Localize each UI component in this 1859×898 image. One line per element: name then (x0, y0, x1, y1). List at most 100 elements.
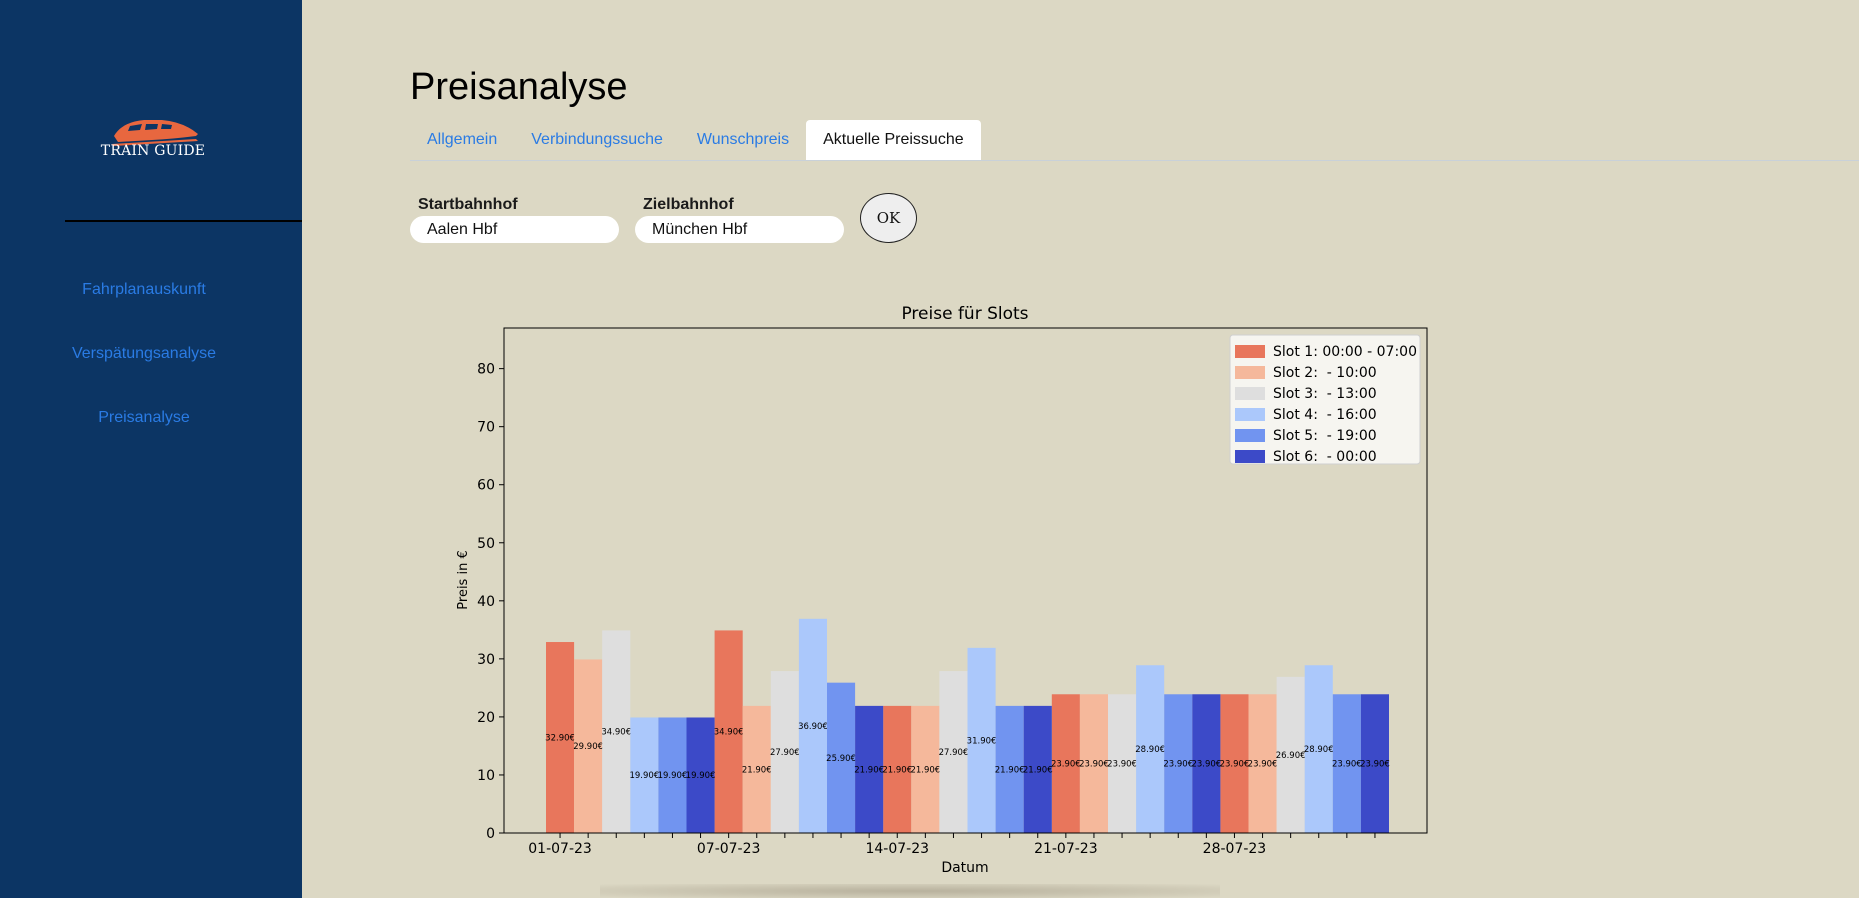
legend-swatch (1235, 387, 1265, 400)
bar-value-label: 29.90€ (573, 742, 603, 752)
start-station-input[interactable] (410, 216, 619, 243)
price-chart: Preise für Slots 32.90€34.90€21.90€23.90… (456, 304, 1428, 876)
x-tick-label: 14-07-23 (865, 841, 929, 857)
bar-slot-3-07-07-23 (770, 671, 799, 833)
bar-value-label: 23.90€ (1163, 760, 1193, 770)
y-tick-label: 0 (486, 826, 495, 842)
bar-slot-1-28-07-23 (1220, 694, 1249, 833)
bar-slot-4-07-07-23 (798, 618, 827, 833)
bar-slot-6-28-07-23 (1360, 694, 1389, 833)
bar-slot-1-21-07-23 (1051, 694, 1080, 833)
bar-value-label: 23.90€ (1191, 760, 1221, 770)
legend-entry: Slot 3: - 13:00 (1273, 386, 1377, 402)
bar-value-label: 23.90€ (1079, 760, 1109, 770)
destination-station-input[interactable] (635, 216, 844, 243)
bar-slot-1-14-07-23 (883, 705, 912, 833)
scroll-shadow (600, 884, 1220, 898)
bar-value-label: 21.90€ (995, 765, 1025, 775)
bar-slot-6-07-07-23 (855, 705, 884, 833)
bar-slot-6-21-07-23 (1192, 694, 1221, 833)
bar-slot-3-01-07-23 (602, 630, 631, 833)
legend-entry: Slot 1: 00:00 - 07:00 (1273, 344, 1417, 360)
bar-slot-3-28-07-23 (1276, 676, 1305, 833)
legend-entry: Slot 5: - 19:00 (1273, 428, 1377, 444)
legend-swatch (1235, 429, 1265, 442)
sidebar-item-preisanalyse[interactable]: Preisanalyse (98, 409, 190, 426)
legend-entry: Slot 6: - 00:00 (1273, 449, 1377, 465)
bar-value-label: 23.90€ (1107, 760, 1137, 770)
bar-value-label: 28.90€ (1304, 745, 1334, 755)
bar-slot-4-01-07-23 (630, 717, 659, 833)
bar-slot-1-07-07-23 (714, 630, 743, 833)
bar-slot-2-21-07-23 (1079, 694, 1108, 833)
bar-value-label: 23.90€ (1248, 760, 1278, 770)
x-tick-label: 01-07-23 (528, 841, 592, 857)
train-logo-icon (112, 120, 198, 146)
bar-slot-5-14-07-23 (995, 705, 1024, 833)
tab-divider (410, 160, 1859, 161)
x-tick-label: 21-07-23 (1034, 841, 1098, 857)
bar-value-label: 23.90€ (1332, 760, 1362, 770)
y-tick-label: 60 (477, 478, 495, 494)
bar-slot-2-28-07-23 (1248, 694, 1277, 833)
bar-slot-4-28-07-23 (1304, 665, 1333, 833)
y-tick-label: 10 (477, 768, 495, 784)
bar-slot-3-14-07-23 (939, 671, 968, 833)
bar-slot-1-01-07-23 (546, 642, 575, 833)
y-tick-label: 30 (477, 652, 495, 668)
sidebar-divider (65, 220, 302, 222)
bar-value-label: 23.90€ (1220, 760, 1250, 770)
bar-slot-4-14-07-23 (967, 647, 996, 833)
tab-wunschpreis[interactable]: Wunschpreis (696, 131, 790, 148)
bar-slot-5-01-07-23 (658, 717, 687, 833)
tab-aktuelle-preissuche[interactable]: Aktuelle Preissuche (806, 120, 981, 160)
bar-slot-6-14-07-23 (1023, 705, 1052, 833)
page-title: Preisanalyse (410, 66, 628, 108)
bar-slot-5-28-07-23 (1332, 694, 1361, 833)
y-tick-label: 70 (477, 420, 495, 436)
legend-swatch (1235, 345, 1265, 358)
bar-value-label: 26.90€ (1276, 751, 1306, 761)
bar-value-label: 21.90€ (910, 765, 940, 775)
ziel-label: Zielbahnhof (643, 196, 734, 213)
x-tick-label: 28-07-23 (1203, 841, 1267, 857)
bar-value-label: 34.90€ (601, 728, 631, 738)
tab-verbindungssuche[interactable]: Verbindungssuche (531, 131, 663, 148)
logo-text: TRAIN GUIDE (100, 143, 206, 159)
chart-title: Preise für Slots (901, 304, 1028, 324)
plot-frame (503, 327, 1428, 834)
bar-value-label: 27.90€ (770, 748, 800, 758)
bar-value-label: 27.90€ (939, 748, 969, 758)
legend-swatch (1235, 408, 1265, 421)
sidebar: TRAIN GUIDE Fahrplanauskunft Verspätungs… (0, 0, 302, 898)
bar-slot-5-21-07-23 (1164, 694, 1193, 833)
bar-value-label: 23.90€ (1360, 760, 1390, 770)
y-tick-label: 20 (477, 710, 495, 726)
bar-value-label: 21.90€ (1023, 765, 1053, 775)
legend-swatch (1235, 450, 1265, 463)
sidebar-item-verspaetungsanalyse[interactable]: Verspätungsanalyse (71, 345, 217, 362)
y-tick-label: 80 (477, 362, 495, 378)
bar-value-label: 19.90€ (686, 771, 716, 781)
ok-button[interactable]: OK (860, 193, 917, 243)
bar-slot-2-01-07-23 (574, 659, 603, 833)
bar-value-label: 32.90€ (545, 734, 575, 744)
y-tick-label: 50 (477, 536, 495, 552)
bar-value-label: 23.90€ (1051, 760, 1081, 770)
y-axis-label: Preis in € (456, 550, 471, 609)
legend-box (1229, 334, 1421, 465)
bar-value-label: 21.90€ (854, 765, 884, 775)
tab-allgemein[interactable]: Allgemein (427, 131, 498, 148)
bar-slot-4-21-07-23 (1136, 665, 1165, 833)
bar-slot-3-21-07-23 (1108, 694, 1137, 833)
y-tick-label: 40 (477, 594, 495, 610)
x-axis-label: Datum (941, 860, 988, 876)
bar-value-label: 34.90€ (714, 728, 744, 738)
bar-slot-5-07-07-23 (827, 682, 856, 833)
legend-entry: Slot 2: - 10:00 (1273, 365, 1377, 381)
sidebar-item-fahrplanauskunft[interactable]: Fahrplanauskunft (82, 281, 206, 298)
legend-swatch (1235, 366, 1265, 379)
bar-value-label: 25.90€ (826, 754, 856, 764)
bar-slot-2-07-07-23 (742, 705, 771, 833)
bar-value-label: 19.90€ (658, 771, 688, 781)
